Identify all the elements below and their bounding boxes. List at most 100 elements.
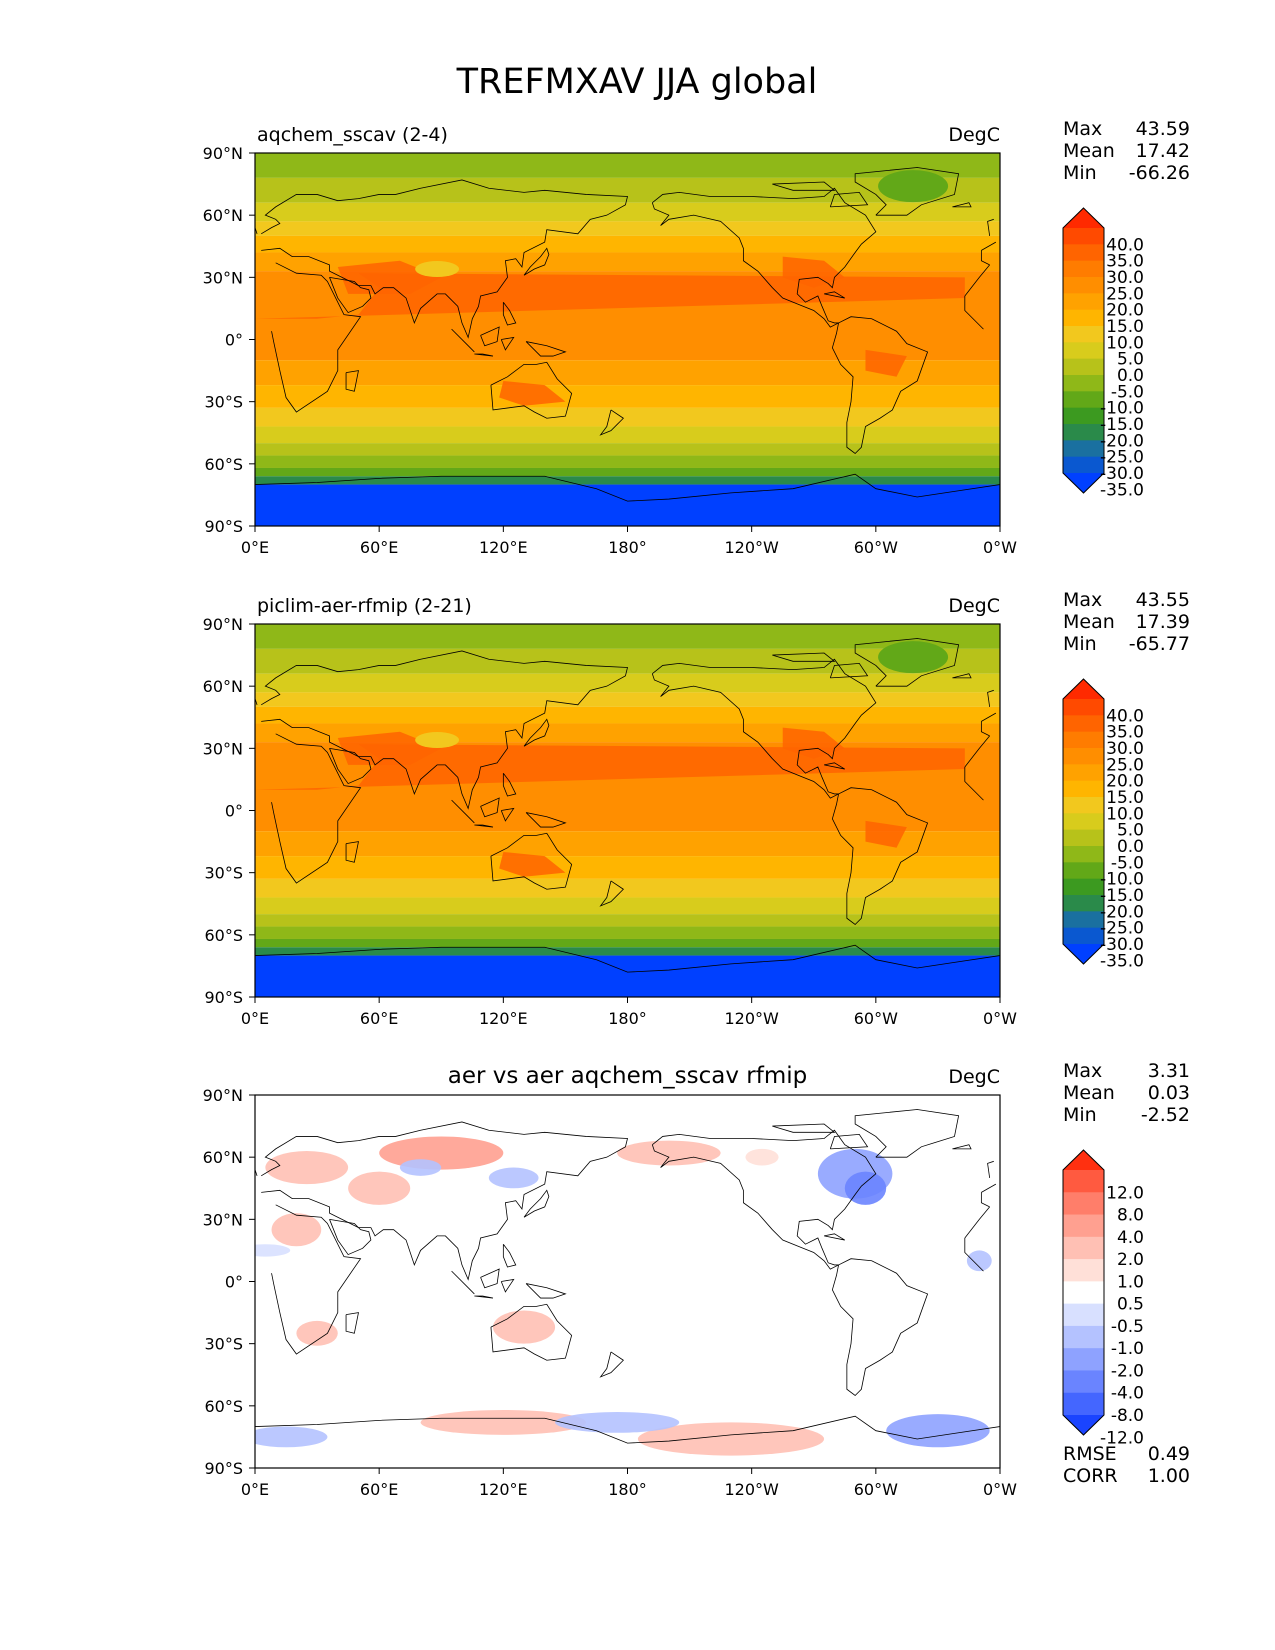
x-tick-label: 0°E	[241, 1009, 269, 1028]
stat-value: 17.42	[1136, 140, 1190, 162]
y-tick-label: 60°S	[204, 1397, 243, 1416]
map-field	[255, 153, 1000, 526]
temperature-band	[255, 153, 1000, 178]
coastline	[824, 1233, 845, 1241]
x-tick-label: 60°E	[360, 538, 398, 557]
difference-region	[555, 1412, 680, 1433]
colorbar-segment	[1063, 424, 1104, 441]
coastline	[261, 650, 629, 810]
x-tick-label: 120°E	[479, 1009, 528, 1028]
temperature-band	[255, 221, 1000, 236]
colorbar-tick-label: 15.0	[1106, 788, 1144, 808]
colorbar-extend-bottom	[1063, 944, 1104, 964]
stat-label: Max	[1063, 1060, 1102, 1082]
temperature-band	[255, 947, 1000, 956]
stat-label: Max	[1063, 118, 1102, 140]
colorbar-tick-label: 15.0	[1106, 317, 1144, 337]
coastline	[952, 673, 972, 679]
coastline	[964, 735, 990, 768]
colorbar-extend-bottom	[1063, 473, 1104, 493]
colorbar-segment	[1063, 391, 1104, 409]
stat-label: Min	[1063, 1104, 1097, 1126]
coastlines	[255, 1109, 1000, 1444]
colorbar-tick-label: 20.0	[1106, 301, 1144, 321]
temperature-band	[255, 467, 1000, 477]
coastline	[772, 1123, 836, 1133]
coastline	[502, 1243, 517, 1268]
stat-value: 1.00	[1148, 1465, 1190, 1487]
colorbar-segment	[1063, 813, 1104, 831]
colorbar-tick-label: -8.0	[1111, 1406, 1144, 1426]
coastline	[345, 1312, 359, 1334]
colorbar-segment	[1063, 1236, 1104, 1260]
colorbar-outline	[1062, 678, 1105, 965]
temperature-band	[255, 426, 1000, 444]
coastline	[500, 807, 515, 822]
stat-label: Min	[1063, 633, 1097, 655]
coastlines	[255, 638, 1000, 973]
warm-region	[499, 380, 566, 406]
colorbar-tick-label: 8.0	[1117, 1206, 1144, 1226]
coastline	[854, 1109, 960, 1158]
y-tick-label: 90°S	[204, 517, 243, 536]
coastline	[474, 824, 494, 828]
coastline	[964, 295, 984, 330]
colorbar-tick-label: -30.0	[1100, 935, 1144, 955]
temperature-band	[255, 856, 1000, 879]
panel-units: DegC	[948, 595, 1000, 617]
coastline	[525, 1283, 567, 1299]
colorbar-tick-label: 10.0	[1106, 333, 1144, 353]
coastline	[329, 747, 372, 785]
y-tick-label: 60°S	[204, 926, 243, 945]
x-tick-label: 180°	[608, 1480, 647, 1499]
warm-region	[865, 349, 907, 377]
cold-region	[878, 641, 949, 674]
colorbar-tick-label: 35.0	[1106, 252, 1144, 272]
colorbar-segment	[1063, 407, 1104, 425]
colorbar-tick-label: 5.0	[1117, 821, 1144, 841]
colorbar-segment	[1063, 260, 1104, 278]
colorbar-tick-label: 30.0	[1106, 739, 1144, 759]
y-tick-label: 0°	[225, 1273, 243, 1292]
coastline	[824, 762, 845, 770]
difference-region	[255, 1426, 328, 1448]
colorbar-tick-label: 2.0	[1117, 1250, 1144, 1270]
colorbar-tick-label: 0.0	[1117, 837, 1144, 857]
colorbar-tick-label: 4.0	[1117, 1228, 1144, 1248]
colorbar-extend-bottom	[1063, 1415, 1104, 1435]
y-tick-label: 90°S	[204, 988, 243, 1007]
temperature-band	[255, 202, 1000, 222]
x-tick-label: 180°	[608, 538, 647, 557]
colorbar-tick-label: 25.0	[1106, 755, 1144, 775]
colorbar: 40.035.030.025.020.015.010.05.00.0-5.0-1…	[1062, 678, 1144, 971]
coastline	[451, 799, 475, 824]
panel-left-label: piclim-aer-rfmip (2-21)	[257, 595, 472, 617]
colorbar-segment	[1063, 358, 1104, 376]
panel-units: DegC	[948, 1066, 1000, 1088]
colorbar-tick-label: -5.0	[1111, 382, 1144, 402]
temperature-band	[255, 878, 1000, 898]
stat-label: Mean	[1063, 140, 1115, 162]
coastline	[599, 880, 624, 907]
coastline	[525, 341, 567, 357]
coastline	[490, 832, 573, 890]
colorbar-segment	[1063, 440, 1104, 458]
colorbar-segment	[1063, 1303, 1104, 1327]
coastline	[987, 689, 994, 707]
y-tick-label: 90°N	[203, 1086, 243, 1105]
colorbar-segment	[1063, 1392, 1104, 1416]
coastline	[490, 1303, 573, 1361]
x-tick-label: 0°W	[983, 1480, 1017, 1499]
colorbar-segment	[1063, 1348, 1104, 1371]
coastline	[831, 787, 929, 926]
coastline	[831, 316, 929, 455]
y-tick-label: 30°N	[203, 1210, 243, 1229]
colorbar-tick-label: -20.0	[1100, 431, 1144, 451]
coastline	[255, 1415, 1000, 1444]
map-field	[255, 1095, 1000, 1468]
colorbar-tick-label: 5.0	[1117, 350, 1144, 370]
coastline	[474, 1295, 494, 1299]
coastline	[964, 1237, 984, 1272]
colorbar-segment	[1063, 715, 1104, 733]
temperature-band	[255, 926, 1000, 939]
